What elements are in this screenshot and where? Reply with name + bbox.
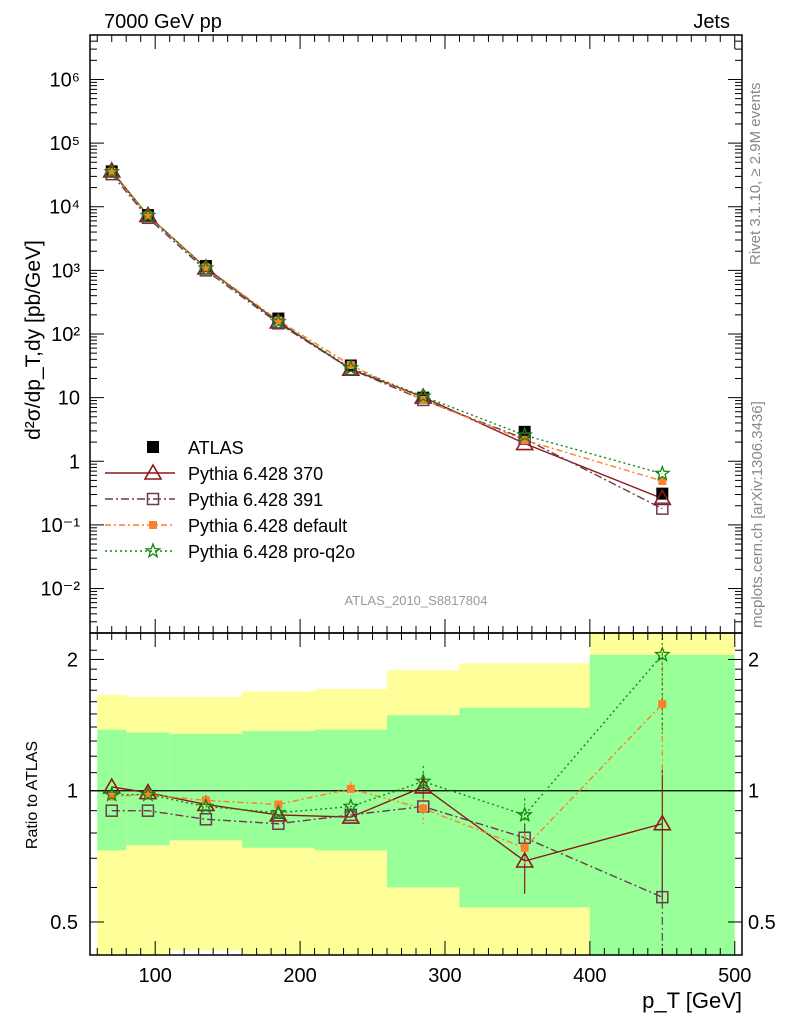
ratio-data-point — [515, 851, 535, 868]
ratio-data-point — [143, 790, 152, 799]
ratio-data-point — [516, 806, 534, 823]
legend-marker — [144, 542, 162, 559]
main-data-point — [342, 359, 360, 376]
ratio-y-axis-label: Ratio to ATLAS — [24, 741, 41, 849]
rivet-version-text: Rivet 3.1.10, ≥ 2.9M events — [747, 83, 764, 266]
main-series-line — [111, 171, 663, 482]
main-data-point — [346, 361, 355, 370]
ratio-series-line — [111, 805, 663, 898]
ratio-y-tick-label: 1 — [67, 781, 78, 803]
legend-label: Pythia 6.428 370 — [188, 464, 323, 484]
mcplots-reference-text: mcplots.cern.ch [arXiv:1306.3436] — [749, 401, 766, 628]
legend-marker — [147, 441, 159, 453]
ratio-y-tick-label: 2 — [748, 649, 759, 671]
main-data-point — [107, 168, 116, 177]
main-data-point — [143, 211, 152, 220]
ratio-data-point — [139, 785, 157, 802]
ratio-y-tick-label: 2 — [67, 649, 78, 671]
main-data-point — [516, 426, 534, 443]
main-data-point — [269, 313, 287, 330]
main-data-point — [658, 476, 667, 485]
main-data-point — [274, 316, 283, 325]
ratio-data-point — [414, 772, 432, 789]
main-data-point — [518, 432, 531, 445]
legend-marker — [143, 463, 163, 480]
ratio-x-tick-label: 500 — [718, 965, 751, 987]
ratio-y-tick-label: 1 — [748, 781, 759, 803]
main-data-point — [520, 436, 529, 445]
header-left: 7000 GeV pp — [104, 11, 222, 33]
ratio-data-point — [197, 797, 215, 814]
legend-label: Pythia 6.428 pro-q2o — [188, 542, 355, 562]
main-y-tick-label: 10⁴ — [49, 197, 80, 219]
main-panel-series — [102, 161, 672, 515]
ratio-data-point — [141, 804, 155, 817]
legend-marker — [146, 492, 160, 506]
legend-marker — [149, 521, 157, 529]
analysis-label: ATLAS_2010_S8817804 — [345, 593, 488, 608]
ratio-data-point — [272, 817, 285, 830]
ratio-data-point — [269, 803, 287, 821]
ratio-data-point — [105, 804, 118, 817]
main-y-tick-label: 10⁵ — [49, 133, 80, 155]
ratio-y-tick-label: 0.5 — [748, 912, 776, 934]
inner-uncertainty-band — [97, 729, 127, 851]
main-y-tick-label: 10⁻¹ — [41, 515, 81, 537]
legend: ATLAS Pythia 6.428 370 Pythia 6.428 391 Pyt… — [105, 438, 355, 562]
ratio-x-tick-label: 100 — [139, 965, 172, 987]
ratio-x-tick-label: 200 — [283, 965, 316, 987]
ratio-y-tick-label: 0.5 — [50, 912, 78, 934]
ratio-data-point — [658, 700, 667, 709]
main-data-point — [414, 387, 432, 404]
ratio-data-point — [341, 807, 361, 824]
ratio-x-tick-label: 300 — [428, 965, 461, 987]
ratio-data-point — [419, 804, 428, 813]
ratio-data-point — [653, 645, 671, 663]
ratio-series-line — [111, 703, 663, 849]
main-y-tick-label: 10² — [51, 324, 80, 346]
ratio-panel-content — [90, 633, 742, 955]
inner-uncertainty-band — [169, 733, 243, 841]
ratio-data-point — [346, 784, 355, 793]
ratio-data-point — [107, 792, 116, 801]
x-axis-label: p_T [GeV] — [642, 988, 742, 1013]
ratio-data-point — [103, 785, 121, 802]
main-data-point — [652, 488, 672, 506]
main-y-tick-label: 10⁻² — [41, 579, 81, 601]
main-data-point — [518, 425, 531, 438]
header-right: Jets — [693, 11, 730, 33]
ratio-data-point — [652, 814, 672, 831]
ratio-series-line — [111, 786, 663, 862]
main-data-point — [201, 263, 210, 272]
main-y-tick-label: 10⁶ — [50, 69, 80, 91]
main-series-line — [111, 171, 663, 475]
main-data-point — [197, 259, 215, 276]
main-y-tick-label: 10³ — [51, 260, 80, 282]
ratio-data-point — [268, 805, 288, 822]
legend-label: Pythia 6.428 default — [188, 516, 347, 536]
main-series-line — [111, 173, 663, 510]
ratio-data-point — [199, 813, 213, 826]
main-data-point — [416, 393, 430, 407]
legend-label: ATLAS — [188, 438, 244, 458]
main-data-point — [656, 502, 669, 515]
inner-uncertainty-band — [242, 731, 315, 848]
ratio-data-point — [656, 890, 669, 904]
main-data-point — [139, 206, 157, 223]
ratio-series-line — [111, 654, 663, 816]
ratio-data-point — [520, 843, 529, 852]
main-y-tick-label: 1 — [69, 451, 80, 473]
ratio-data-point — [342, 797, 360, 814]
main-y-axis-label: d²σ/dp_T,dy [pb/GeV] — [22, 240, 45, 440]
ratio-x-tick-label: 400 — [573, 965, 606, 987]
ratio-data-point — [518, 831, 531, 845]
legend-label: Pythia 6.428 391 — [188, 490, 323, 510]
main-data-point — [103, 163, 121, 179]
main-data-point — [653, 464, 671, 481]
main-y-tick-label: 10 — [58, 388, 80, 410]
axes: 10⁻² 10⁻¹ 1 10 10² 10³ 10⁴ 10⁵ 10⁶ 100 200 300 400 50… — [22, 34, 776, 1013]
